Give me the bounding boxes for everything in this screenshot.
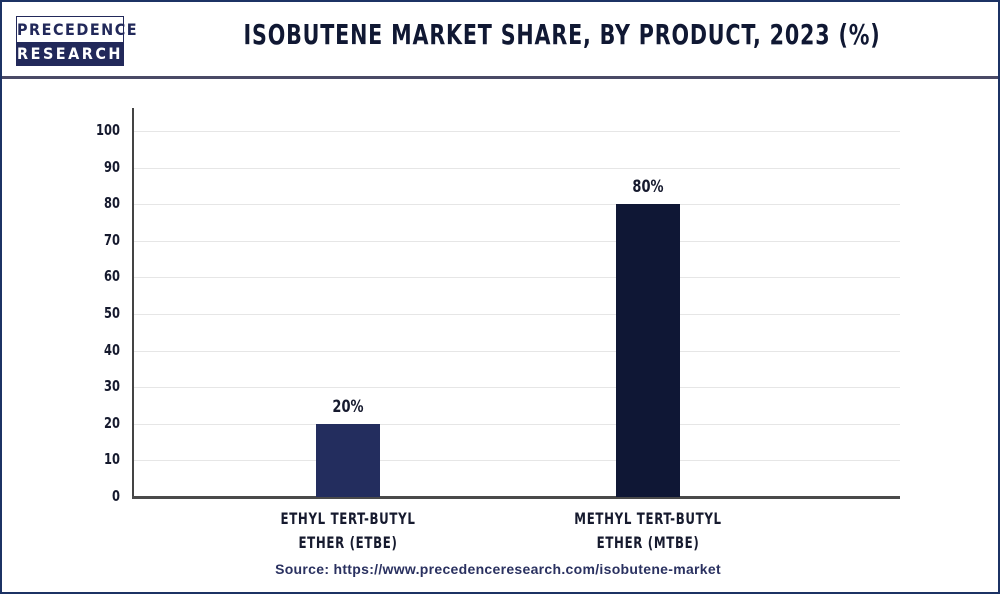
header-divider [2,76,998,79]
y-tick-label: 10 [104,450,120,468]
gridline [134,168,900,169]
gridline [134,460,900,461]
y-tick-label: 30 [104,377,120,395]
logo-line2: RESEARCH [17,42,123,66]
gridline [134,277,900,278]
header: PRECEDENCE RESEARCH ISOBUTENE MARKET SHA… [2,2,998,76]
source-note: Source: https://www.precedenceresearch.c… [275,561,721,577]
logo-line1: PRECEDENCE [17,20,139,39]
bar-etbe [316,424,380,497]
x-axis [132,496,900,499]
y-tick-label: 90 [104,158,120,176]
gridline [134,387,900,388]
bar-mtbe [616,204,680,497]
gridline [134,241,900,242]
gridline [134,131,900,132]
data-label-etbe: 20% [332,397,364,417]
gridline [134,424,900,425]
gridline [134,204,900,205]
gridline [134,314,900,315]
y-tick-label: 40 [104,341,120,359]
y-tick-label: 60 [104,267,120,285]
y-tick-label: 100 [96,121,120,139]
data-label-mtbe: 80% [632,177,664,197]
y-tick-label: 20 [104,414,120,432]
x-tick-label-mtbe: METHYL TERT-BUTYL ETHER (MTBE) [550,507,747,555]
y-tick-label: 80 [104,194,120,212]
x-tick-label-line: ETHYL TERT-BUTYL [280,509,416,528]
gridline [134,351,900,352]
precedence-research-logo: PRECEDENCE RESEARCH [16,16,139,66]
y-tick-label: 70 [104,231,120,249]
x-tick-label-line: METHYL TERT-BUTYL [574,509,722,528]
y-axis [132,108,134,498]
y-tick-label: 0 [112,487,120,505]
chart-title: ISOBUTENE MARKET SHARE, BY PRODUCT, 2023… [243,18,881,51]
x-tick-label-line: ETHER (MTBE) [596,533,700,552]
x-tick-label-line: ETHER (ETBE) [298,533,398,552]
x-tick-label-etbe: ETHYL TERT-BUTYL ETHER (ETBE) [250,507,447,555]
y-tick-label: 50 [104,304,120,322]
